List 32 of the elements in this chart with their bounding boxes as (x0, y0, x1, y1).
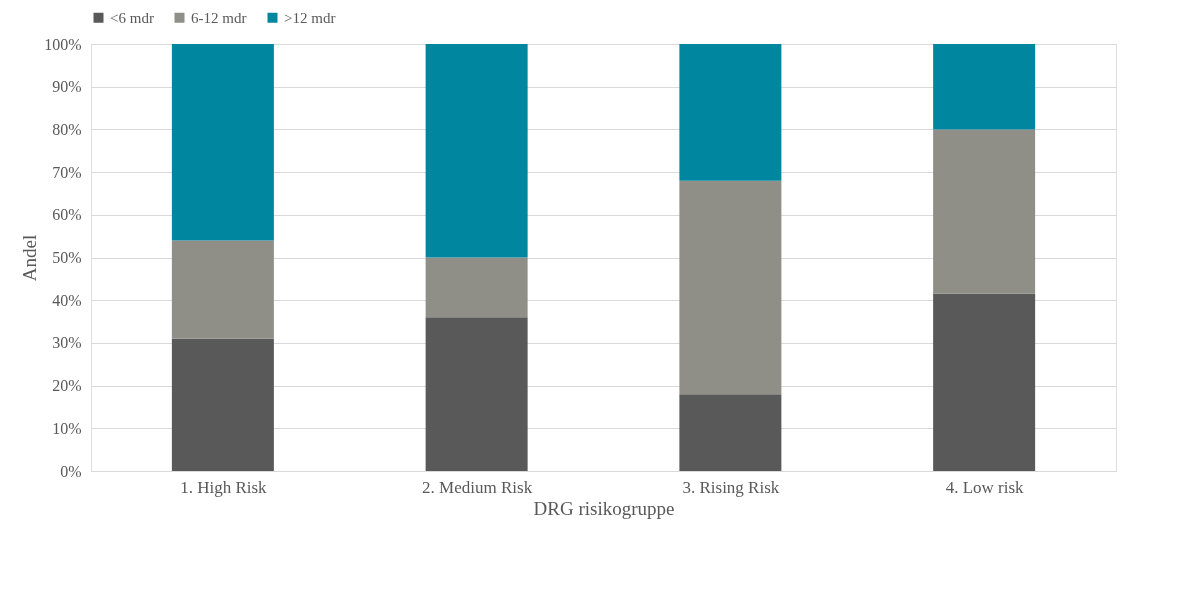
bar (425, 44, 528, 258)
bar (679, 180, 782, 395)
x-axis-title: DRG risikogruppe (533, 497, 675, 519)
bar (933, 293, 1036, 471)
bar (425, 317, 528, 471)
x-tick-label: 3. Rising Risk (682, 477, 780, 497)
bar (679, 394, 782, 471)
bar (171, 44, 274, 241)
legend-label: >12 mdr (284, 9, 336, 26)
y-tick-label: 10% (52, 419, 82, 437)
bar (933, 129, 1036, 294)
y-tick-label: 50% (52, 249, 82, 266)
x-tick-label: 1. High Risk (180, 477, 268, 497)
y-axis-title: Andel (19, 234, 41, 282)
y-tick-label: 20% (52, 377, 82, 395)
legend-label: <6 mdr (110, 9, 154, 26)
y-tick-label: 0% (60, 462, 82, 480)
y-tick-label: 70% (52, 163, 82, 181)
bar (933, 44, 1036, 130)
x-tick-label: 4. Low risk (945, 477, 1025, 497)
y-tick-label: 60% (52, 206, 82, 224)
bar (679, 44, 782, 181)
y-tick-label: 80% (52, 120, 82, 138)
bar (425, 257, 528, 318)
y-tick-label: 30% (52, 334, 82, 352)
x-tick-label: 2. Medium Risk (422, 477, 533, 497)
bar (171, 338, 274, 471)
y-tick-label: 100% (44, 35, 82, 53)
y-tick-label: 40% (52, 291, 82, 309)
bar (171, 240, 274, 339)
legend-label: 6-12 mdr (191, 9, 247, 26)
y-tick-label: 90% (52, 78, 82, 96)
